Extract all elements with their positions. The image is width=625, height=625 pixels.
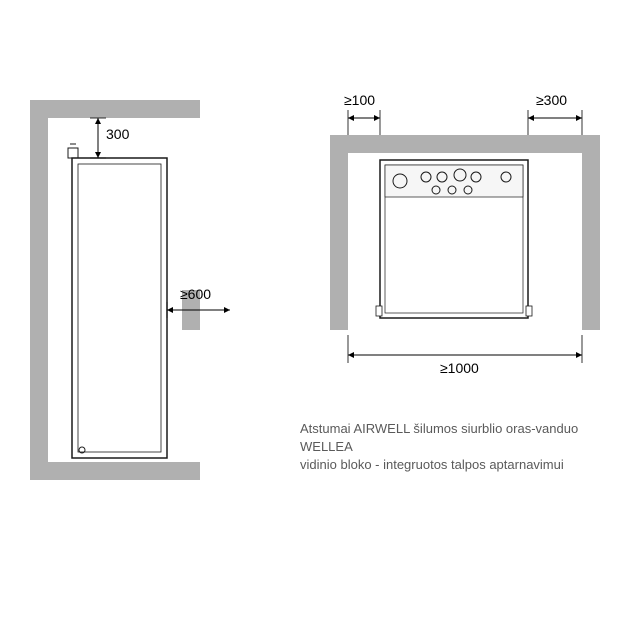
dim-300-label: 300 [106, 126, 129, 142]
right-view-svg [320, 80, 610, 390]
caption: Atstumai AIRWELL šilumos siurblio oras-v… [300, 420, 610, 475]
caption-line2: vidinio bloko - integruotos talpos aptar… [300, 457, 564, 472]
right-top-view: ≥100 ≥300 ≥1000 [320, 80, 610, 390]
dim-100-label: ≥100 [344, 92, 375, 108]
left-view-svg [30, 100, 260, 490]
dim-300r-label: ≥300 [536, 92, 567, 108]
dim-600-label: ≥600 [180, 286, 211, 302]
dim-1000-label: ≥1000 [440, 360, 479, 376]
left-unit-body [72, 158, 167, 458]
left-top-fitting [68, 148, 78, 158]
caption-line1: Atstumai AIRWELL šilumos siurblio oras-v… [300, 421, 578, 454]
left-side-view: 300 ≥600 [30, 100, 260, 490]
